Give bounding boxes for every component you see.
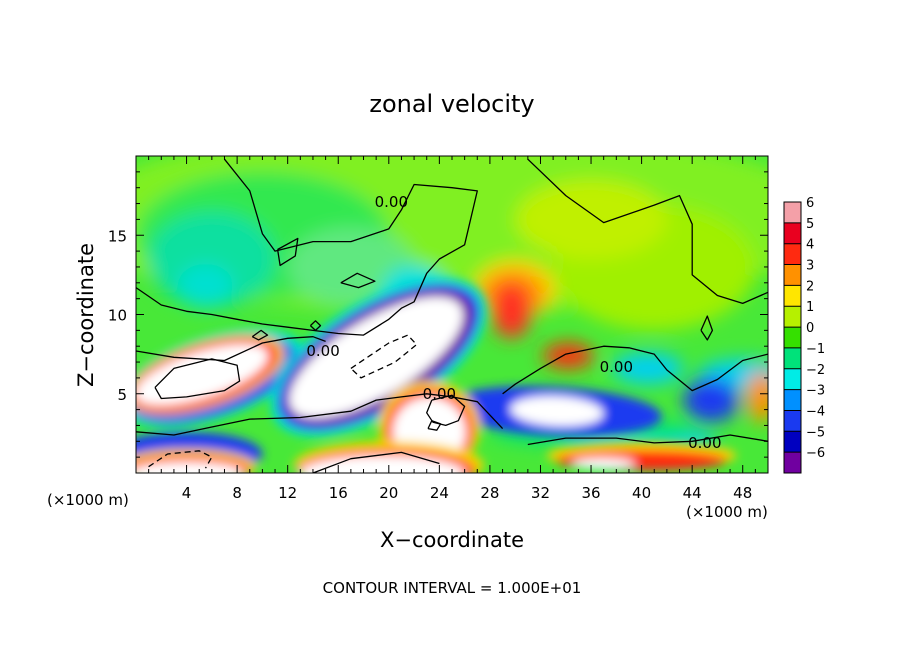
colorbar-swatch-12	[784, 452, 801, 474]
colorbar-label-10: −4	[806, 404, 825, 419]
contour-label-0: 0.00	[375, 193, 408, 211]
field-blob-14	[683, 377, 739, 423]
colorbar-swatch-7	[784, 347, 801, 370]
x-axis: 4 8 12 16 20 24 28 32 36 40 44 48	[148, 156, 756, 502]
x-tick-label-36: 36	[581, 484, 600, 502]
colorbar-swatch-11	[784, 431, 801, 453]
field-band-16	[300, 455, 465, 473]
colorbar-swatch-1	[784, 222, 801, 245]
y-axis: 5 10 15	[108, 171, 768, 458]
field-band-23	[572, 457, 636, 470]
contour-line-12	[276, 237, 299, 267]
x-unit-left: (×1000 m)	[47, 491, 129, 509]
colorbar-label-0: 6	[806, 196, 814, 211]
colorbar-label-6: 0	[806, 321, 814, 336]
contour-interval-note: CONTOUR INTERVAL = 1.000E+01	[323, 579, 582, 597]
field-band-4	[136, 344, 269, 406]
contour-labels: 0.00 0.00 0.00 0.00 0.00	[306, 193, 721, 452]
x-tick-label-4: 4	[182, 484, 192, 502]
field-blob-11	[543, 343, 594, 369]
x-tick-label-8: 8	[232, 484, 242, 502]
contour-line-6	[527, 434, 768, 446]
field-band-20	[136, 461, 244, 473]
colorbar-label-1: 5	[806, 217, 814, 232]
x-axis-label: X−coordinate	[380, 528, 524, 552]
field-band-8	[289, 296, 463, 418]
field-blob-15	[746, 371, 768, 423]
contour-label-3: 0.00	[600, 358, 633, 376]
field-blob-7	[515, 179, 667, 260]
x-tick-label-32: 32	[531, 484, 550, 502]
colorbar-swatch-6	[784, 327, 801, 349]
y-tick-label-5: 5	[117, 386, 127, 404]
colorbar-swatch-2	[784, 243, 801, 265]
x-tick-label-44: 44	[683, 484, 702, 502]
contour-line-8	[350, 334, 418, 379]
x-tick-label-48: 48	[733, 484, 752, 502]
colorbar-label-7: −1	[806, 342, 825, 357]
field-band-10	[510, 395, 604, 427]
y-tick-label-15: 15	[108, 227, 127, 245]
x-tick-label-40: 40	[632, 484, 651, 502]
y-tick-label-10: 10	[108, 307, 127, 325]
colorbar-swatch-9	[784, 389, 801, 411]
chart-title: zonal velocity	[369, 90, 534, 118]
contour-line-3	[502, 345, 768, 395]
x-unit-right: (×1000 m)	[686, 503, 768, 521]
colorbar-swatch-5	[784, 306, 801, 328]
contour-lines	[136, 158, 768, 473]
contour-line-5	[136, 393, 504, 436]
y-axis-label: Z−coordinate	[74, 243, 98, 387]
contour-label-1: 0.00	[306, 342, 339, 360]
field-blob-4	[287, 227, 415, 307]
colorbar: 6 5 4 3 2 1 0 −1 −2 −3 −4 −5 −6	[783, 196, 825, 474]
contour-line-7	[154, 358, 241, 400]
contour-line-1	[527, 158, 768, 305]
colorbar-label-9: −3	[806, 384, 825, 399]
x-tick-label-16: 16	[329, 484, 348, 502]
field-blob-3	[177, 263, 234, 309]
field-color-bands	[136, 277, 737, 473]
x-tick-label-20: 20	[379, 484, 398, 502]
colorbar-label-4: 2	[806, 279, 814, 294]
x-tick-label-24: 24	[430, 484, 449, 502]
colorbar-swatch-10	[784, 410, 801, 432]
x-tick-label-28: 28	[480, 484, 499, 502]
colorbar-swatch-4	[784, 285, 801, 307]
contour-line-15	[309, 320, 322, 332]
contour-label-2: 0.00	[423, 385, 456, 403]
contour-line-2	[136, 336, 326, 362]
colorbar-label-8: −2	[806, 363, 825, 378]
colorbar-label-2: 4	[806, 238, 814, 253]
colorbar-label-5: 1	[806, 300, 814, 315]
field-blob-10	[491, 281, 532, 339]
contour-line-9	[148, 450, 213, 469]
colorbar-frame	[783, 201, 802, 474]
field-blob-12	[612, 352, 684, 385]
colorbar-swatch-0	[784, 202, 801, 224]
contour-line-13	[340, 272, 376, 289]
contour-line-16	[700, 315, 714, 341]
contour-line-14	[251, 329, 269, 341]
contour-line-11	[427, 420, 442, 431]
colorbar-swatch-3	[784, 264, 801, 286]
contour-line-0	[136, 158, 478, 336]
colorbar-label-3: 3	[806, 259, 814, 274]
colorbar-swatch-8	[784, 368, 801, 391]
contour-label-4: 0.00	[688, 434, 721, 452]
contour-line-10	[312, 451, 440, 473]
colorbar-label-11: −5	[806, 425, 825, 440]
colorbar-label-12: −6	[806, 446, 825, 461]
x-tick-label-12: 12	[278, 484, 297, 502]
heatmap-field: 0.00 0.00 0.00 0.00 0.00	[136, 156, 768, 473]
